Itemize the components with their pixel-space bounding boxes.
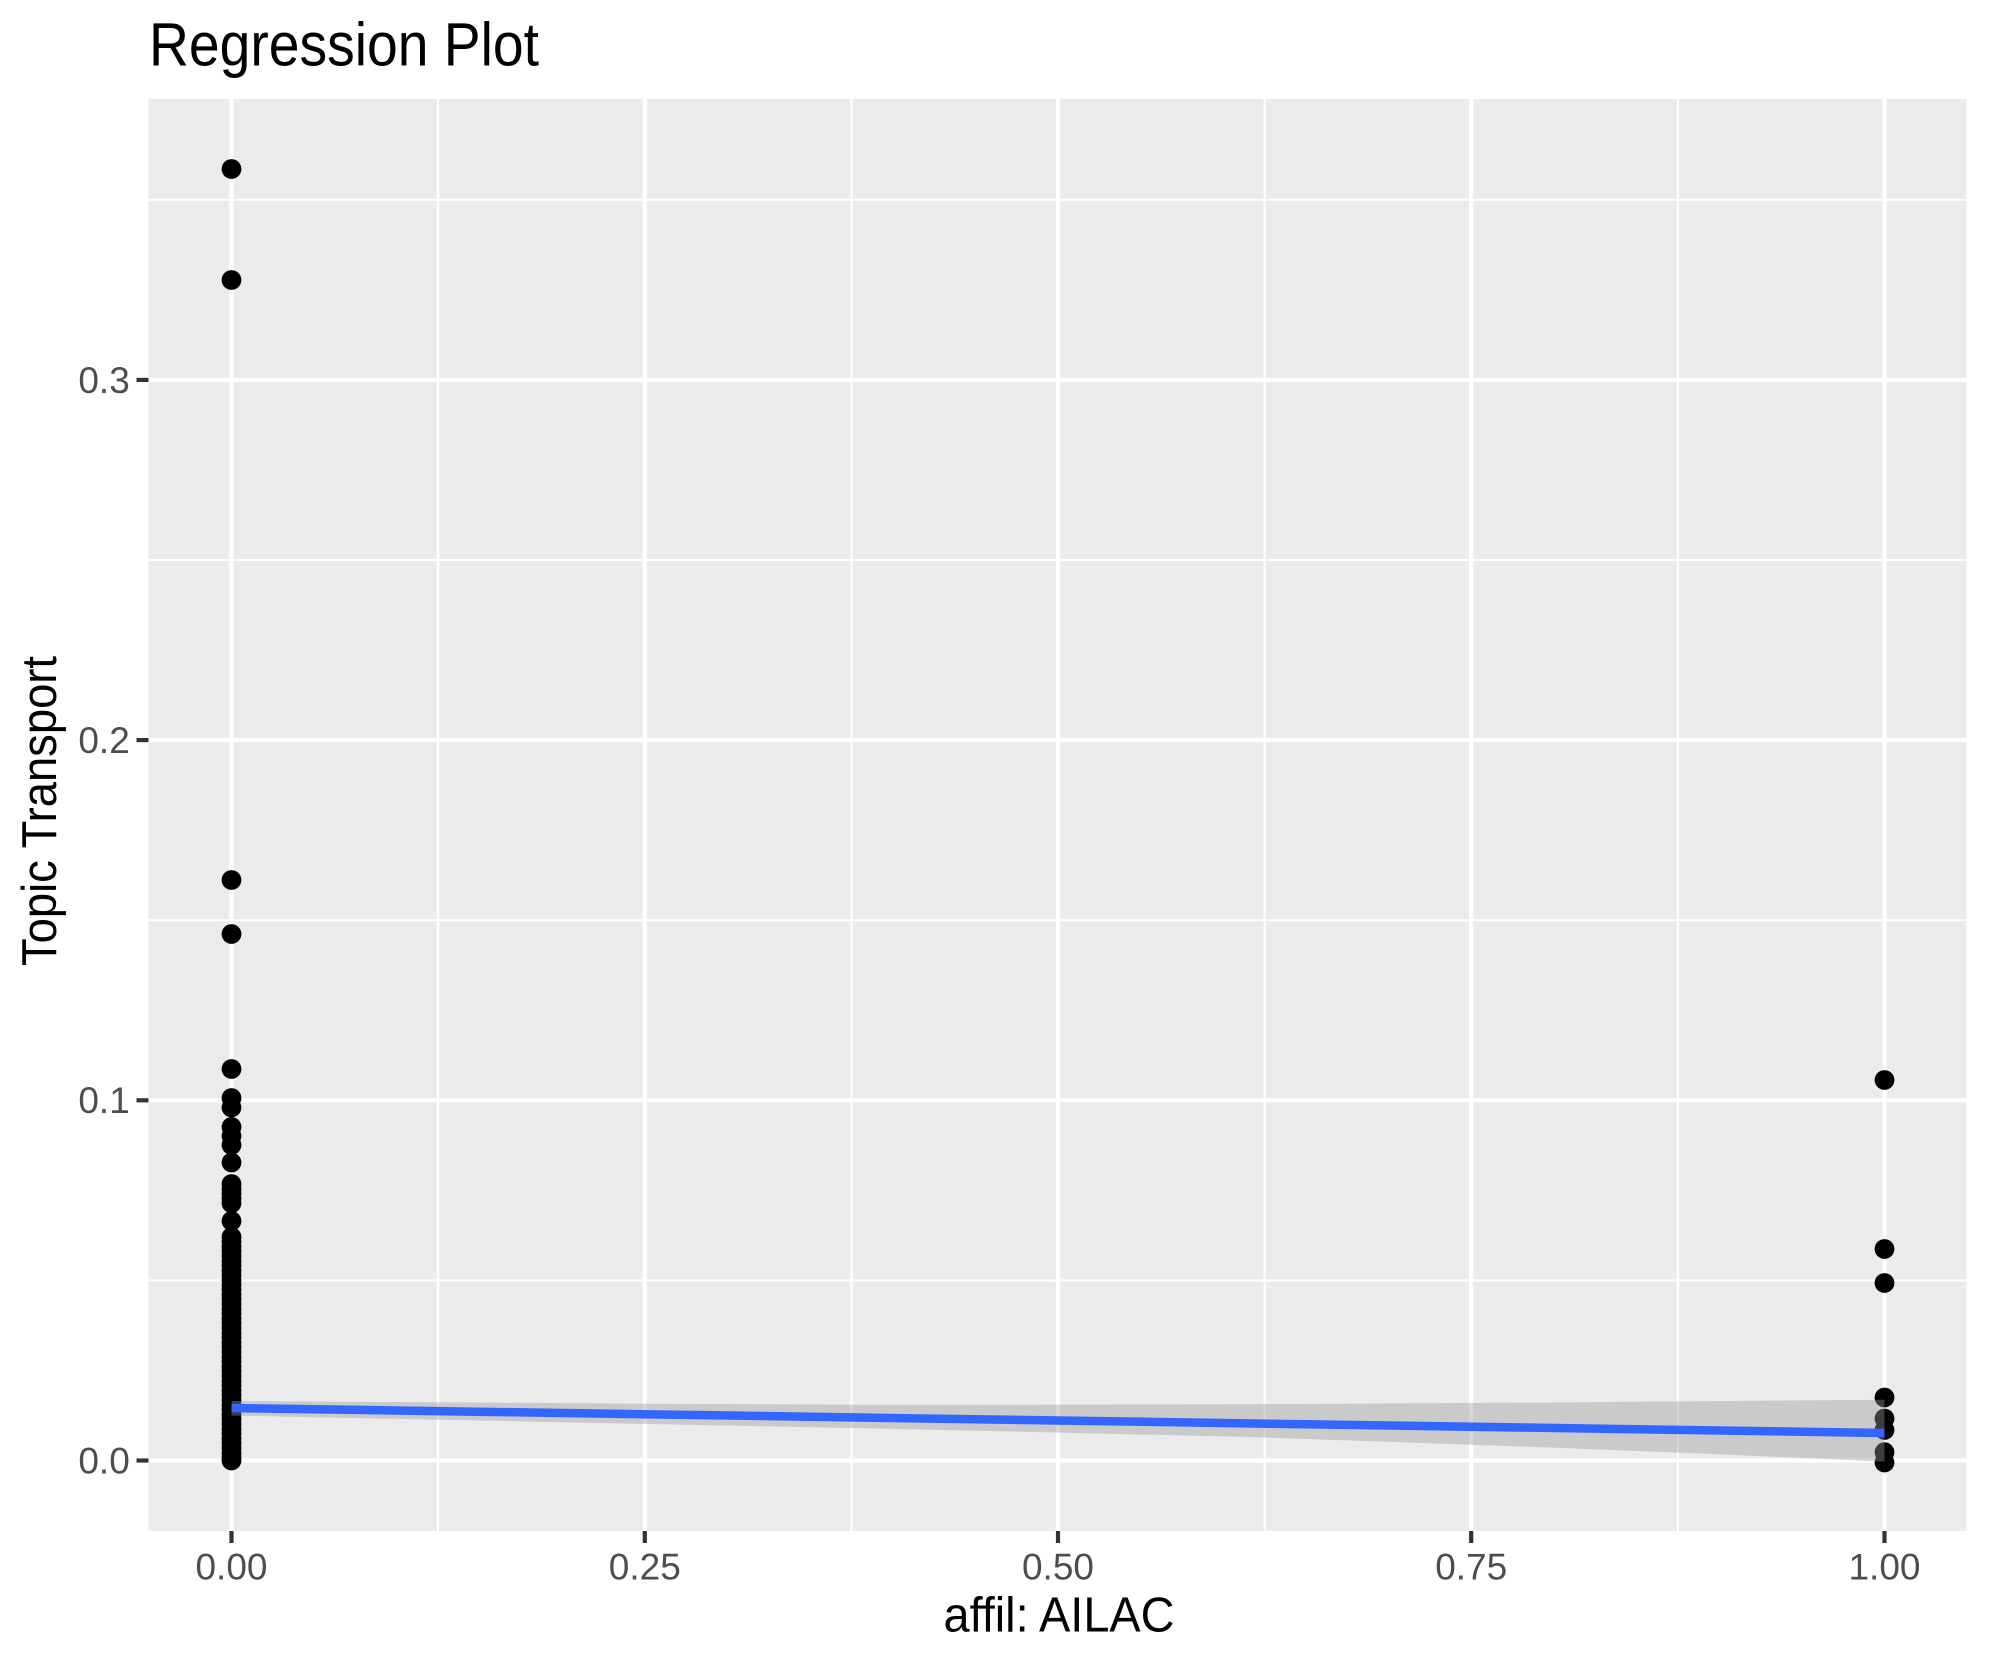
svg-text:affil: AILAC: affil: AILAC	[944, 1589, 1175, 1643]
svg-text:0.0: 0.0	[78, 1441, 129, 1482]
svg-text:0.75: 0.75	[1435, 1547, 1507, 1588]
svg-text:0.2: 0.2	[78, 720, 129, 761]
svg-text:0.25: 0.25	[609, 1547, 681, 1588]
svg-text:Regression Plot: Regression Plot	[149, 11, 539, 79]
svg-text:1.00: 1.00	[1848, 1547, 1920, 1588]
svg-text:0.50: 0.50	[1022, 1547, 1094, 1588]
svg-text:0.00: 0.00	[195, 1547, 267, 1588]
svg-text:Topic Transport: Topic Transport	[13, 656, 67, 966]
svg-text:0.3: 0.3	[78, 360, 129, 401]
svg-text:0.1: 0.1	[78, 1080, 129, 1121]
